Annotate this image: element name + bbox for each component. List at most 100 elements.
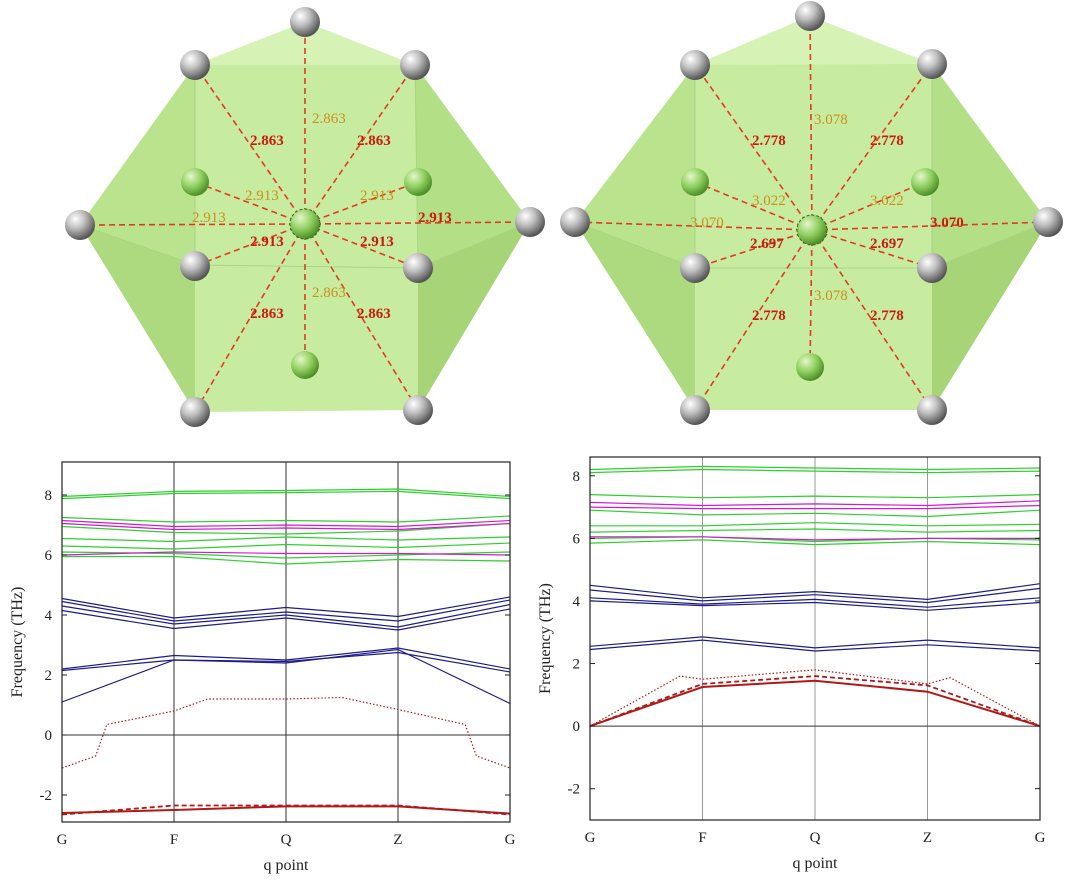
series-red-dashed: [589, 675, 1041, 727]
series-red-dotted: [589, 669, 1041, 727]
polyhedron-right: 2.778 2.778 2.697 2.697 2.778 2.778 3.07…: [560, 1, 1063, 425]
series-green-8: [589, 539, 1041, 546]
bond-label: 2.913: [250, 234, 284, 250]
x-tick-label: G: [585, 830, 596, 846]
series-green-1: [61, 488, 511, 498]
series-green-1: [589, 465, 1041, 471]
bond-label: 2.863: [312, 285, 346, 301]
bond-label: 2.778: [870, 308, 904, 324]
bond-label: 2.778: [752, 308, 786, 324]
series-green-4: [589, 509, 1041, 518]
series-blue-6: [61, 651, 511, 673]
series-blue-5: [61, 647, 511, 670]
series-magenta-2: [61, 522, 511, 531]
series-blue-3: [61, 603, 511, 628]
series-green-5: [61, 536, 511, 543]
atom-green: [404, 168, 432, 196]
y-tick-label: 2: [573, 657, 581, 673]
y-tick-label: 8: [45, 488, 53, 504]
bond-label: 2.913: [192, 210, 226, 226]
x-tick-label: F: [170, 832, 178, 848]
polyhedron-left: 2.863 2.863 2.913 2.913 2.863 2.863 2.86…: [65, 7, 545, 427]
y-tick-label: 0: [573, 719, 581, 735]
atom-gray: [1033, 207, 1063, 237]
atom-center: [289, 208, 321, 240]
plot-frame: [61, 461, 511, 823]
bond-label: 2.913: [418, 210, 452, 226]
series-blue-7: [61, 648, 511, 705]
bond-label: 2.913: [245, 188, 279, 204]
bond-label: 3.022: [870, 193, 904, 209]
series-magenta-2: [589, 504, 1041, 510]
y-tick-label: 0: [45, 728, 53, 744]
atom-gray: [680, 253, 710, 283]
y-tick-label: -2: [40, 788, 53, 804]
atom-gray: [403, 395, 433, 425]
series-blue-2: [61, 599, 511, 622]
bond-label: 2.863: [312, 111, 346, 127]
x-tick-label: Z: [923, 830, 932, 846]
atom-gray: [180, 251, 210, 281]
atom-gray: [917, 395, 947, 425]
bond-label: 2.863: [250, 133, 284, 149]
x-axis-title: q point: [793, 855, 838, 872]
bond-label: 2.863: [357, 306, 391, 322]
y-tick-label: 4: [45, 608, 53, 624]
x-tick-label: F: [698, 830, 706, 846]
series-green-6: [61, 542, 511, 550]
series-red-solid: [61, 805, 511, 815]
atom-gray: [403, 253, 433, 283]
y-tick-label: 6: [45, 548, 53, 564]
bond-label: 2.778: [870, 133, 904, 149]
atom-green: [796, 353, 824, 381]
y-tick-label: 6: [573, 531, 581, 547]
atom-center: [796, 214, 828, 246]
y-axis-title: Frequency (THz): [9, 587, 26, 698]
series-magenta-1: [589, 500, 1041, 507]
series-green-2: [589, 468, 1041, 474]
atom-gray: [917, 253, 947, 283]
atom-gray: [400, 50, 430, 80]
x-tick-label: G: [57, 832, 68, 848]
series-red-dotted: [61, 696, 511, 769]
bond-label: 2.913: [360, 234, 394, 250]
bond-label: 2.863: [357, 133, 391, 149]
series-green-2: [61, 490, 511, 500]
series-green-8: [62, 555, 511, 565]
x-tick-label: Q: [281, 832, 292, 848]
atom-gray: [290, 7, 320, 37]
atom-green: [681, 168, 709, 196]
atom-gray: [65, 210, 95, 240]
series-blue-5: [589, 636, 1041, 649]
plot-frame: [589, 456, 1041, 821]
y-tick-label: 4: [573, 594, 581, 610]
series-red-solid: [589, 679, 1041, 728]
atom-gray: [515, 207, 545, 237]
series-blue-1: [61, 596, 511, 619]
atom-gray: [180, 397, 210, 427]
bond-label: 2.863: [250, 306, 284, 322]
series-magenta-3: [590, 536, 1040, 541]
series-magenta-1: [61, 519, 511, 528]
atom-green: [181, 168, 209, 196]
series-blue-6: [589, 639, 1041, 652]
bond-label: 3.022: [752, 193, 786, 209]
y-tick-label: 8: [573, 469, 581, 485]
bond-label: 2.697: [750, 236, 784, 252]
atom-gray: [180, 50, 210, 80]
series-blue-2: [589, 587, 1041, 604]
bond-label: 2.778: [752, 133, 786, 149]
series-blue-3: [589, 597, 1041, 608]
series-blue-1: [589, 583, 1041, 601]
bond-label: 3.078: [814, 112, 848, 128]
x-tick-label: G: [505, 832, 516, 848]
bond-label: 3.070: [690, 215, 724, 231]
series-blue-4: [61, 608, 511, 631]
atom-gray: [680, 50, 710, 80]
bond-label: 2.697: [870, 236, 904, 252]
series-green-4: [61, 522, 511, 535]
x-tick-label: Z: [393, 832, 402, 848]
series-blue-4: [589, 600, 1041, 611]
y-axis-title: Frequency (THz): [537, 583, 554, 694]
